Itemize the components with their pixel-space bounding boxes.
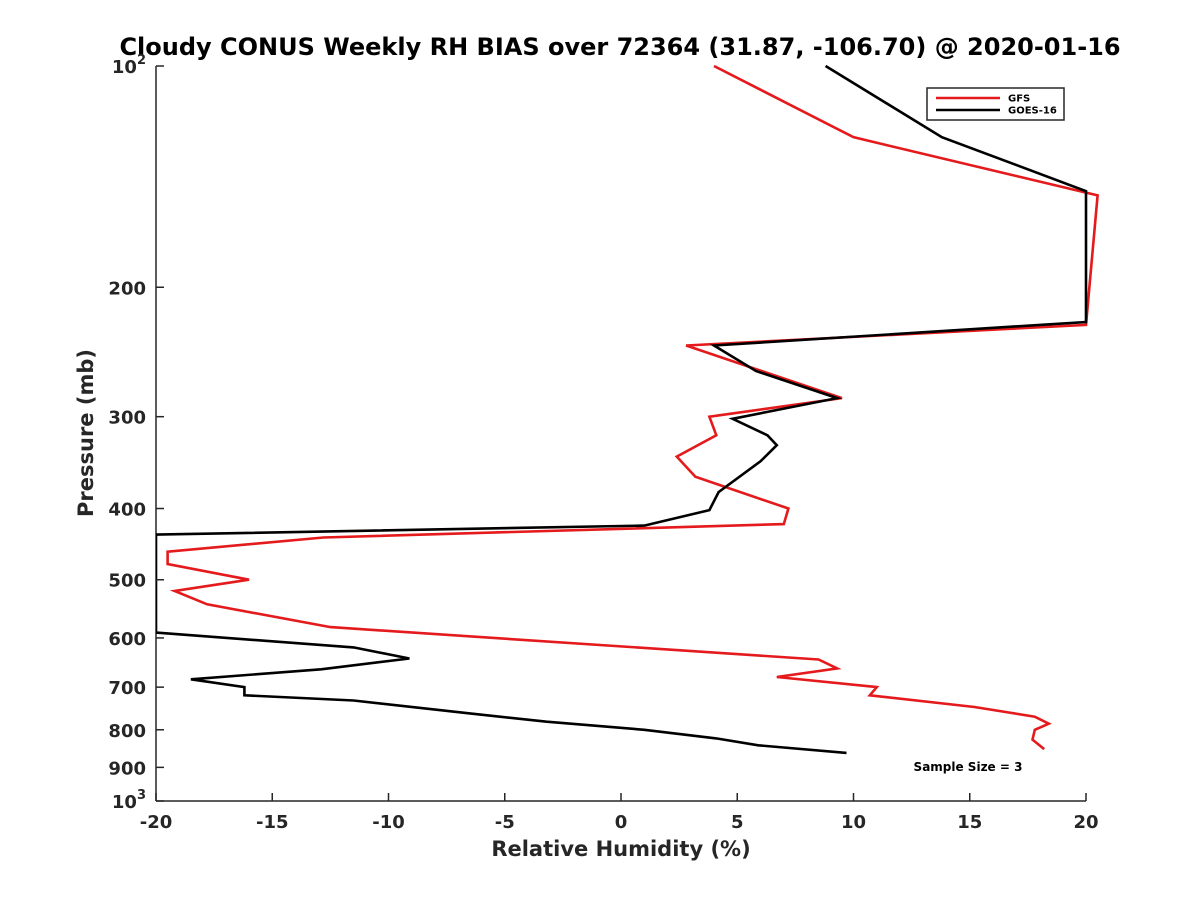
y-tick-label: 300 — [108, 408, 146, 429]
y-tick-label: 800 — [108, 721, 146, 742]
series-layer — [156, 64, 1099, 755]
y-tick-label: 103 — [112, 788, 146, 813]
x-tick-label: 20 — [1073, 812, 1098, 833]
x-axis-label: Relative Humidity (%) — [491, 837, 750, 861]
x-tick-label: 5 — [731, 812, 744, 833]
x-tick-label: -15 — [256, 812, 289, 833]
plot-area: -20 -15 -10 -5 0 5 10 15 20 102 200 300 400 500 600 70… — [108, 53, 1099, 833]
sample-size-annotation: Sample Size = 3 — [914, 760, 1023, 774]
y-tick-label: 400 — [108, 500, 146, 521]
y-tick-label: 102 — [112, 53, 146, 78]
y-tick-label: 500 — [108, 571, 146, 592]
x-tick-label: -10 — [372, 812, 405, 833]
legend-label-goes-16: GOES-16 — [1008, 106, 1057, 117]
series-line-gfs — [166, 64, 1099, 751]
x-tick-label: 0 — [615, 812, 628, 833]
legend-label-gfs: GFS — [1008, 94, 1030, 105]
series-line-goes-16 — [156, 64, 1088, 755]
chart-title: Cloudy CONUS Weekly RH BIAS over 72364 (… — [119, 33, 1120, 61]
legend: GFS GOES-16 — [926, 87, 1065, 121]
x-tick-label: -5 — [495, 812, 515, 833]
y-tick-group: 102 200 300 400 500 600 700 800 900 103 — [108, 53, 164, 813]
y-tick-label: 900 — [108, 758, 146, 779]
y-axis-label: Pressure (mb) — [74, 349, 98, 517]
legend-box — [926, 87, 1065, 121]
x-tick-label: -20 — [140, 812, 173, 833]
x-tick-label: 15 — [957, 812, 982, 833]
x-tick-label: 10 — [841, 812, 866, 833]
x-tick-group: -20 -15 -10 -5 0 5 10 15 20 — [140, 793, 1099, 833]
y-tick-label: 200 — [108, 278, 146, 299]
y-tick-label: 700 — [108, 678, 146, 699]
y-tick-label: 600 — [108, 629, 146, 650]
